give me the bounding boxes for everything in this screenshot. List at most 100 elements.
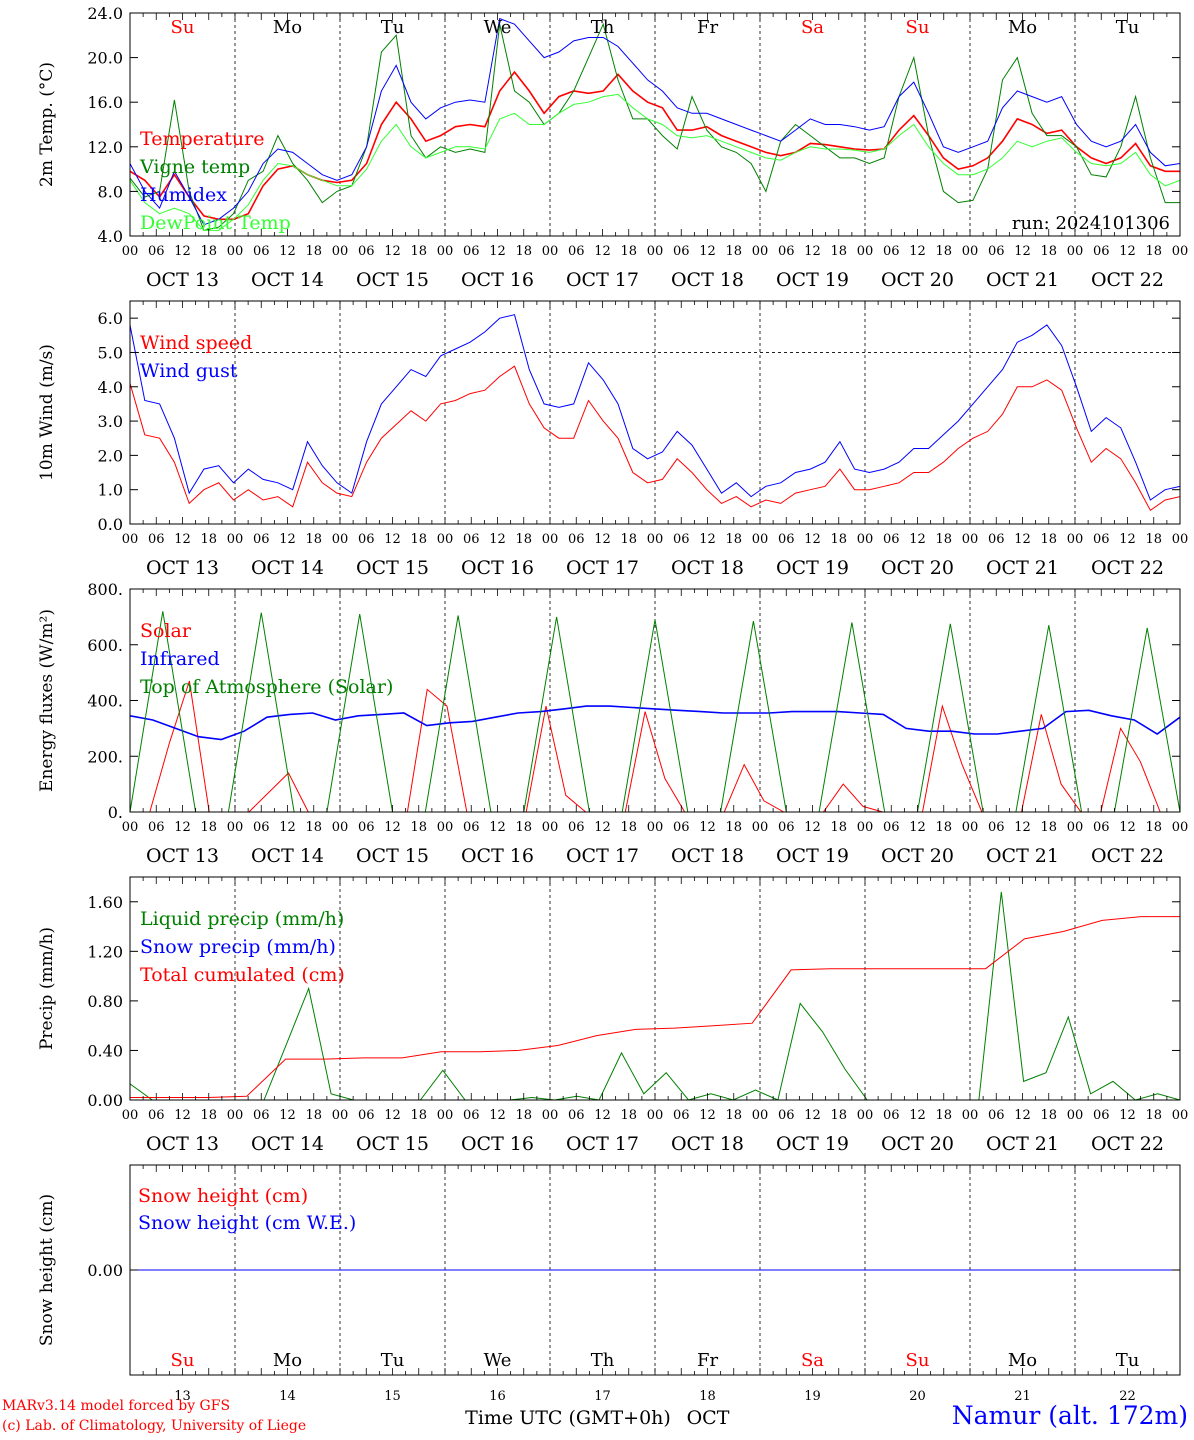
x-hour-label: 12 bbox=[1014, 244, 1031, 259]
legend-entry: Snow height (cm) bbox=[138, 1185, 308, 1207]
x-hour-label: 12 bbox=[489, 1108, 506, 1123]
x-hour-label: 12 bbox=[909, 1108, 926, 1123]
x-hour-label: 12 bbox=[1119, 1108, 1136, 1123]
legend-entry: Wind gust bbox=[140, 360, 238, 382]
x-date-label: OCT 13 bbox=[146, 269, 219, 291]
x-date-label: OCT 18 bbox=[671, 269, 744, 291]
x-date-label: OCT 21 bbox=[986, 1133, 1059, 1155]
y-tick-label: 16.0 bbox=[87, 93, 123, 112]
x-date-label: OCT 20 bbox=[881, 845, 954, 867]
x-hour-label: 12 bbox=[1014, 532, 1031, 547]
x-hour-label: 00 bbox=[227, 244, 244, 259]
x-date-label: OCT 19 bbox=[776, 269, 849, 291]
x-hour-label: 18 bbox=[305, 532, 322, 547]
y-tick-label: 20.0 bbox=[87, 49, 123, 68]
x-hour-label: 06 bbox=[568, 1108, 585, 1123]
x-hour-label: 00 bbox=[542, 532, 559, 547]
day-number-label: 14 bbox=[279, 1389, 296, 1404]
x-hour-label: 00 bbox=[752, 244, 769, 259]
x-hour-label: 00 bbox=[752, 532, 769, 547]
x-hour-label: 12 bbox=[699, 1108, 716, 1123]
x-hour-label: 18 bbox=[305, 244, 322, 259]
day-name-label: Tu bbox=[1116, 1350, 1140, 1371]
y-tick-label: 1.0 bbox=[98, 481, 123, 500]
panel-1: 4.0 8.0 12.0 16.0 20.0 24.0 2m Temp. (°C) Tempe… bbox=[37, 4, 1188, 291]
x-hour-label: 06 bbox=[988, 1108, 1005, 1123]
x-hour-label: 00 bbox=[962, 532, 979, 547]
x-hour-label: 18 bbox=[515, 532, 532, 547]
x-date-label: OCT 18 bbox=[671, 1133, 744, 1155]
day-number-label: 16 bbox=[489, 1389, 506, 1404]
x-date-label: OCT 20 bbox=[881, 269, 954, 291]
panel-3: 0. 200. 400. 600. 800. Energy fluxes (W/m²) So… bbox=[37, 580, 1188, 867]
legend-entry: Wind speed bbox=[140, 332, 252, 354]
x-hour-label: 06 bbox=[463, 244, 480, 259]
x-date-label: OCT 18 bbox=[671, 845, 744, 867]
x-hour-label: 12 bbox=[279, 532, 296, 547]
x-hour-label: 12 bbox=[1119, 532, 1136, 547]
x-hour-label: 18 bbox=[1145, 244, 1162, 259]
x-hour-label: 00 bbox=[542, 244, 559, 259]
x-hour-label: 12 bbox=[174, 1108, 191, 1123]
x-date-label: OCT 22 bbox=[1091, 557, 1164, 579]
series-line-humidex bbox=[130, 17, 1180, 226]
y-tick-label: 0. bbox=[108, 803, 123, 822]
x-hour-label: 12 bbox=[489, 820, 506, 835]
x-date-label: OCT 20 bbox=[881, 557, 954, 579]
x-hour-label: 06 bbox=[883, 1108, 900, 1123]
x-date-label: OCT 14 bbox=[251, 557, 324, 579]
plot-frame bbox=[129, 12, 1181, 237]
x-hour-label: 00 bbox=[227, 1108, 244, 1123]
x-date-label: OCT 13 bbox=[146, 845, 219, 867]
day-name-label: Mo bbox=[1008, 1350, 1037, 1371]
day-name-label: Mo bbox=[1008, 17, 1037, 38]
x-date-label: OCT 19 bbox=[776, 557, 849, 579]
x-hour-label: 00 bbox=[122, 244, 139, 259]
x-hour-label: 18 bbox=[200, 1108, 217, 1123]
x-hour-label: 18 bbox=[410, 820, 427, 835]
day-name-label: Fr bbox=[697, 17, 718, 38]
series-line-wind-gust bbox=[130, 314, 1180, 501]
day-name-label: Su bbox=[171, 17, 195, 38]
x-date-label: OCT 16 bbox=[461, 557, 534, 579]
x-hour-label: 06 bbox=[568, 820, 585, 835]
x-hour-label: 00 bbox=[227, 820, 244, 835]
day-name-label: Mo bbox=[273, 1350, 302, 1371]
y-axis-label: Precip (mm/h) bbox=[37, 927, 57, 1050]
plot-frame bbox=[129, 300, 1181, 525]
x-date-label: OCT 18 bbox=[671, 557, 744, 579]
x-hour-label: 00 bbox=[857, 1108, 874, 1123]
panel-2: 0.0 1.0 2.0 3.0 4.0 5.0 6.0 10m Wind (m/s) Wind … bbox=[37, 300, 1188, 579]
x-hour-label: 18 bbox=[830, 532, 847, 547]
panel-4: 0.00 0.40 0.80 1.20 1.60 Precip (mm/h) Liquid … bbox=[37, 876, 1188, 1155]
x-hour-label: 18 bbox=[200, 532, 217, 547]
day-name-label: Tu bbox=[1116, 17, 1140, 38]
x-hour-label: 18 bbox=[515, 244, 532, 259]
x-hour-label: 00 bbox=[1067, 820, 1084, 835]
x-hour-label: 00 bbox=[1172, 244, 1189, 259]
legend-entry: Temperature bbox=[140, 128, 264, 150]
x-month-label: OCT bbox=[687, 1407, 730, 1429]
x-hour-label: 06 bbox=[1093, 820, 1110, 835]
x-hour-label: 06 bbox=[988, 532, 1005, 547]
x-hour-label: 00 bbox=[542, 1108, 559, 1123]
x-date-label: OCT 21 bbox=[986, 269, 1059, 291]
day-number-label: 19 bbox=[804, 1389, 821, 1404]
day-number-label: 20 bbox=[909, 1389, 926, 1404]
day-name-label: Fr bbox=[697, 1350, 718, 1371]
series-line-vigne-temp bbox=[130, 22, 1180, 231]
series-line-wind-speed bbox=[130, 365, 1180, 512]
legend-entry: Humidex bbox=[140, 184, 227, 206]
day-name-label: Tu bbox=[381, 17, 405, 38]
legend-entry: Snow height (cm W.E.) bbox=[138, 1212, 356, 1234]
x-hour-label: 00 bbox=[647, 532, 664, 547]
x-hour-label: 06 bbox=[358, 820, 375, 835]
y-tick-label: 600. bbox=[87, 636, 123, 655]
x-hour-label: 00 bbox=[122, 532, 139, 547]
x-hour-label: 18 bbox=[1040, 532, 1057, 547]
x-hour-label: 12 bbox=[384, 532, 401, 547]
x-hour-label: 00 bbox=[752, 1108, 769, 1123]
x-hour-label: 12 bbox=[699, 244, 716, 259]
series-line-dewpoint-temp bbox=[130, 93, 1180, 231]
legend-entry: Infrared bbox=[140, 648, 220, 670]
